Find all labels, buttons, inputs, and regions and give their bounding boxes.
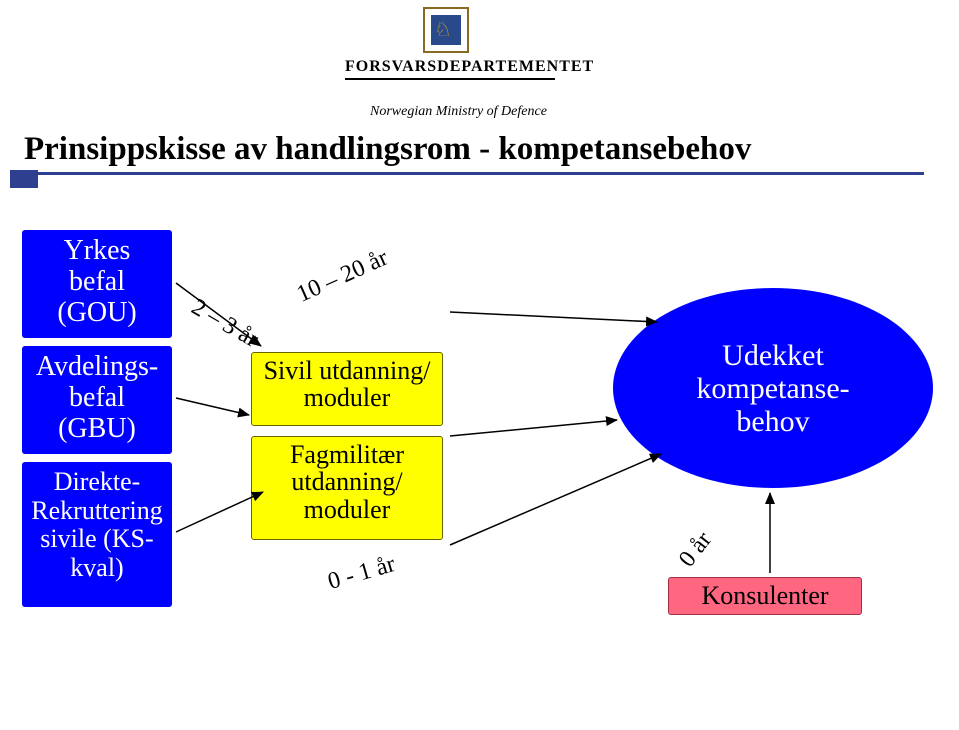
arrow-yellow-group-to-ellipse-bottom [450,454,661,545]
logo-lion-icon: ♘ [434,17,452,42]
label-10-20-aar: 10 – 20 år [293,245,392,309]
ellipse-text: Udekketkompetanse-behov [696,339,849,438]
box-fagmilitaer-utdanning: Fagmilitærutdanning/moduler [251,436,443,540]
ellipse-udekket-kompetansebehov: Udekketkompetanse-behov [613,288,933,488]
box-sivil-utdanning: Sivil utdanning/moduler [251,352,443,426]
page-title: Prinsippskisse av handlingsrom - kompeta… [24,131,751,168]
box-konsulenter: Konsulenter [668,577,862,615]
department-subtitle: Norwegian Ministry of Defence [370,104,547,120]
label-direkte-rekruttering: Direkte-Rekrutteringsivile (KS-kval) [22,462,172,607]
department-underline [345,78,555,80]
arrow-left-labels-to-yellow-group-mid [176,398,249,415]
label-yrkes-befal: Yrkesbefal(GOU) [22,230,172,338]
label-avdelings-befal: Avdelings-befal(GBU) [22,346,172,454]
arrow-yellow-group-to-ellipse-mid [450,420,617,436]
department-name: FORSVARSDEPARTEMENTET [345,58,594,76]
label-2-3-aar: 2 – 3 år [187,294,263,354]
label-0-1-aar: 0 - 1 år [325,551,398,596]
arrow-left-labels-to-yellow-group-bottom [176,492,263,532]
arrow-yellow-group-to-ellipse-top [450,312,657,322]
title-underline [24,172,924,175]
label-0-aar: 0 år [674,527,718,573]
